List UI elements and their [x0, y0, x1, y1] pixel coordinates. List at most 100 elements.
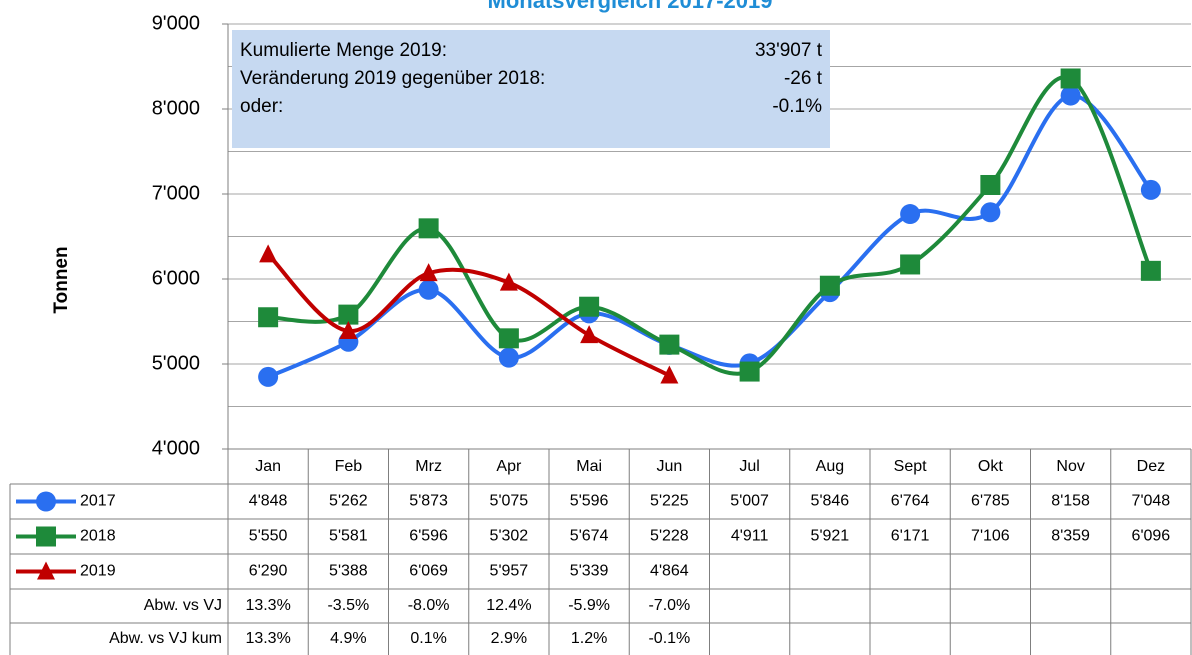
table-value: 5'388: [329, 563, 368, 580]
table-value: 7'106: [971, 528, 1010, 545]
table-cell: 12.4%: [486, 597, 531, 614]
marker: [660, 365, 679, 384]
table-value: 5'262: [329, 493, 368, 510]
y-tick-label: 5'000: [152, 352, 200, 374]
table-value: 4'848: [249, 493, 288, 510]
marker: [739, 361, 760, 382]
marker: [1140, 260, 1161, 281]
legend-marker: [36, 491, 56, 512]
table-cell: 1.2%: [571, 630, 607, 647]
table-value: 6'096: [1132, 528, 1171, 545]
table-cell: 13.3%: [245, 630, 290, 647]
y-tick-label: 7'000: [152, 182, 200, 204]
table-value: 5'302: [490, 528, 529, 545]
marker: [1140, 179, 1161, 200]
marker: [659, 334, 680, 355]
table-value: 4'864: [650, 563, 689, 580]
x-tick-label: Mrz: [415, 458, 442, 475]
table-value: 8'359: [1051, 528, 1090, 545]
x-tick-label: Jun: [656, 458, 682, 475]
table-cell: 4.9%: [330, 630, 366, 647]
x-tick-label: Apr: [496, 458, 522, 475]
table-value: 6'764: [891, 493, 930, 510]
y-axis-label: Tonnen: [51, 246, 72, 313]
table-value: 4'911: [731, 528, 769, 545]
row-label: Abw. vs VJ: [144, 597, 222, 614]
info-box: [232, 30, 830, 148]
y-tick-label: 8'000: [152, 97, 200, 119]
table-cell: -5.9%: [568, 597, 610, 614]
table-value: 6'596: [409, 528, 448, 545]
marker: [338, 304, 359, 325]
marker: [580, 325, 599, 344]
x-tick-label: Jan: [255, 458, 281, 475]
table-value: 8'158: [1051, 493, 1090, 510]
table-cell: -8.0%: [408, 597, 450, 614]
x-tick-label: Sept: [894, 458, 927, 475]
marker: [498, 328, 519, 349]
marker: [819, 275, 840, 296]
marker: [418, 279, 439, 300]
info-label: Veränderung 2019 gegenüber 2018:: [240, 68, 545, 89]
table-cell: 2.9%: [491, 630, 527, 647]
marker: [980, 174, 1001, 195]
table-value: 5'596: [570, 493, 609, 510]
x-tick-label: Feb: [335, 458, 363, 475]
table-value: 7'048: [1132, 493, 1171, 510]
marker: [1060, 85, 1081, 106]
x-tick-label: Mai: [576, 458, 602, 475]
x-tick-label: Okt: [978, 458, 1003, 475]
table-value: 5'339: [570, 563, 609, 580]
table-cell: -3.5%: [327, 597, 369, 614]
table-cell: -0.1%: [648, 630, 690, 647]
legend-label: 2018: [80, 528, 116, 545]
table-cell: 0.1%: [410, 630, 446, 647]
legend-marker: [37, 561, 55, 580]
legend-label: 2019: [80, 563, 116, 580]
table-value: 5'873: [409, 493, 448, 510]
marker: [339, 321, 358, 340]
marker: [900, 204, 921, 225]
marker: [258, 366, 279, 387]
marker: [499, 272, 518, 291]
x-tick-label: Nov: [1056, 458, 1084, 475]
table-value: 5'957: [490, 563, 529, 580]
row-label: Abw. vs VJ kum: [109, 630, 222, 647]
table-value: 5'921: [811, 528, 850, 545]
y-tick-label: 6'000: [152, 267, 200, 289]
table-value: 5'846: [811, 493, 850, 510]
marker: [980, 202, 1001, 223]
y-tick-label: 4'000: [152, 437, 200, 459]
x-tick-label: Dez: [1137, 458, 1165, 475]
marker: [418, 218, 439, 239]
chart-title: Monatsvergleich 2017-2019: [488, 0, 773, 13]
marker: [1060, 68, 1081, 89]
marker: [900, 254, 921, 275]
table-value: 6'069: [409, 563, 448, 580]
y-tick-label: 9'000: [152, 12, 200, 34]
marker: [259, 244, 278, 263]
marker: [498, 347, 519, 368]
table-cell: -7.0%: [648, 597, 690, 614]
x-tick-label: Jul: [739, 458, 759, 475]
marker: [419, 263, 438, 282]
table-value: 5'581: [329, 528, 368, 545]
marker: [579, 296, 600, 317]
legend-marker: [36, 526, 56, 547]
marker: [258, 307, 279, 328]
info-value: 33'907 t: [755, 40, 823, 61]
legend-label: 2017: [80, 493, 116, 510]
table-value: 6'290: [249, 563, 288, 580]
x-tick-label: Aug: [816, 458, 844, 475]
table-value: 6'171: [891, 528, 930, 545]
table-value: 5'007: [730, 493, 769, 510]
info-value: -26 t: [784, 68, 823, 89]
table-value: 5'674: [570, 528, 609, 545]
table-cell: 13.3%: [245, 597, 290, 614]
table-value: 5'075: [490, 493, 529, 510]
table-value: 5'550: [249, 528, 288, 545]
info-label: oder:: [240, 96, 283, 117]
table-value: 5'228: [650, 528, 689, 545]
table-value: 5'225: [650, 493, 689, 510]
